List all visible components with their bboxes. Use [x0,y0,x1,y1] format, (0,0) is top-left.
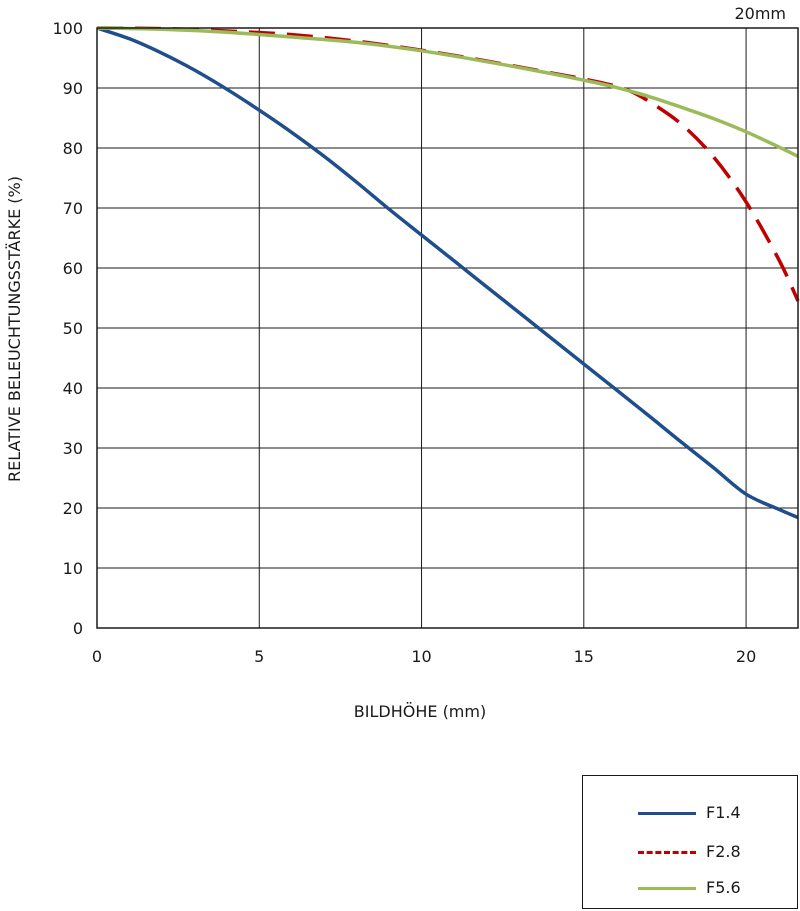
y-tick-label: 50 [63,319,83,338]
y-tick-labels: 0 10 20 30 40 50 60 70 80 90 100 [52,19,83,638]
legend-item-f28: F2.8 [638,842,788,862]
y-tick-label: 10 [63,559,83,578]
legend-label-f14: F1.4 [706,803,741,822]
y-tick-label: 40 [63,379,83,398]
plot-frame [96,27,799,629]
y-axis-title: RELATIVE BELEUCHTUNGSSTÄRKE (%) [5,176,24,482]
legend-item-f14: F1.4 [638,803,788,823]
legend-swatch-f14 [638,812,696,815]
series-line-f14 [96,26,799,520]
x-tick-label: 20 [736,647,756,666]
legend-label-f28: F2.8 [706,842,741,861]
y-tick-label: 70 [63,199,83,218]
legend-swatch-f56 [638,887,696,890]
legend: F1.4 F2.8 F5.6 [582,775,798,909]
x-tick-label: 0 [92,647,102,666]
chart-series-group [96,26,800,520]
series-line-f56 [96,26,799,158]
y-tick-label: 20 [63,499,83,518]
y-tick-label: 100 [52,19,83,38]
legend-label-f56: F5.6 [706,878,741,897]
y-tick-label: 0 [73,619,83,638]
y-tick-label: 60 [63,259,83,278]
chart-title: 20mm [734,4,786,23]
chart-grid [96,27,798,629]
series-line-f28 [96,26,800,302]
x-tick-label: 10 [411,647,431,666]
x-tick-labels: 0 5 10 15 20 [92,647,756,666]
y-tick-label: 30 [63,439,83,458]
x-tick-label: 5 [254,647,264,666]
x-axis-title: BILDHÖHE (mm) [354,702,486,721]
legend-item-f56: F5.6 [638,878,788,898]
y-tick-label: 90 [63,79,83,98]
y-tick-label: 80 [63,139,83,158]
legend-swatch-f28 [638,851,696,854]
x-tick-label: 15 [574,647,594,666]
